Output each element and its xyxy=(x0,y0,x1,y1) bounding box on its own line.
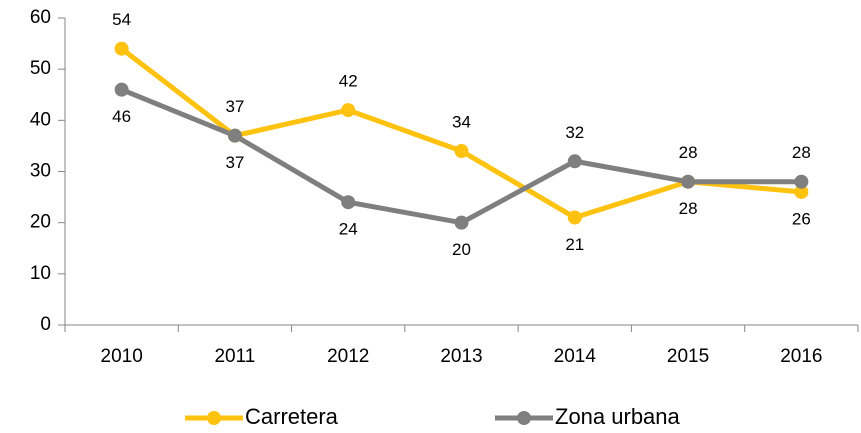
y-tick-label: 20 xyxy=(30,212,51,233)
data-label: 54 xyxy=(112,10,131,29)
legend-label: Zona urbana xyxy=(555,404,681,429)
y-tick-label: 10 xyxy=(30,263,51,284)
x-tick-label: 2014 xyxy=(554,346,597,367)
point xyxy=(114,82,129,97)
data-label: 20 xyxy=(452,240,471,259)
data-label: 28 xyxy=(679,199,698,218)
point xyxy=(681,174,696,189)
data-label: 21 xyxy=(565,235,584,254)
data-label: 28 xyxy=(792,143,811,162)
data-label: 24 xyxy=(339,220,358,239)
data-label: 34 xyxy=(452,113,471,132)
point xyxy=(567,154,582,169)
y-tick-label: 50 xyxy=(30,58,51,79)
legend-label: Carretera xyxy=(245,404,339,429)
y-tick-label: 60 xyxy=(30,7,51,28)
data-label: 37 xyxy=(225,153,244,172)
data-label: 32 xyxy=(565,123,584,142)
y-tick-label: 0 xyxy=(40,314,51,335)
point xyxy=(567,210,582,225)
x-tick-label: 2012 xyxy=(327,346,369,367)
x-tick-label: 2011 xyxy=(214,346,255,367)
x-tick-label: 2013 xyxy=(440,346,482,367)
legend-marker xyxy=(517,411,531,425)
point xyxy=(454,144,469,159)
point xyxy=(794,184,809,199)
legend-marker xyxy=(207,411,221,425)
data-label: 26 xyxy=(792,209,811,228)
x-tick-label: 2010 xyxy=(101,346,143,367)
point xyxy=(454,215,469,230)
x-tick-label: 2015 xyxy=(667,346,709,367)
y-tick-label: 40 xyxy=(30,109,51,130)
point xyxy=(341,103,356,118)
x-tick-label: 2016 xyxy=(780,346,822,367)
data-label: 42 xyxy=(339,72,358,91)
point xyxy=(227,128,242,143)
point xyxy=(341,195,356,210)
point xyxy=(794,174,809,189)
data-label: 28 xyxy=(679,143,698,162)
data-label: 46 xyxy=(112,107,131,126)
y-tick-label: 30 xyxy=(30,161,51,182)
data-label: 37 xyxy=(225,97,244,116)
point xyxy=(114,41,129,56)
